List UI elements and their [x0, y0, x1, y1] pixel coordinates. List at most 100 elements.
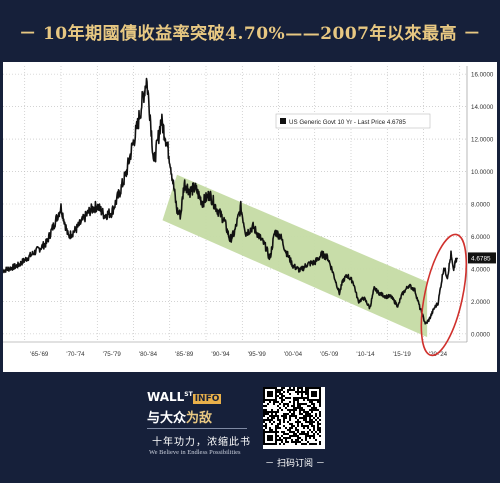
qr-module: [291, 425, 293, 427]
qr-module: [289, 427, 291, 429]
qr-module: [275, 427, 277, 429]
qr-module: [299, 421, 301, 423]
qr-module: [273, 421, 275, 423]
qr-module: [307, 431, 309, 433]
qr-module: [289, 393, 291, 395]
qr-module: [285, 417, 287, 419]
qr-module: [289, 397, 291, 399]
qr-module: [287, 397, 289, 399]
qr-module: [313, 409, 315, 411]
qr-module: [301, 423, 303, 425]
qr-module: [301, 439, 303, 441]
qr-module: [277, 439, 279, 441]
qr-module: [315, 415, 317, 417]
footer: WALLST INFO 与大众为敌 十年功力，浓缩此书 We Believe in…: [0, 372, 500, 483]
legend-box: [275, 113, 431, 129]
qr-module: [287, 429, 289, 431]
qr-module: [271, 423, 273, 425]
qr-module: [313, 417, 315, 419]
qr-module: [263, 405, 265, 407]
qr-module: [289, 401, 291, 403]
x-tick-label: '00-'04: [284, 351, 303, 358]
qr-module: [293, 399, 295, 401]
qr-module: [281, 409, 283, 411]
qr-module: [283, 391, 285, 393]
qr-module: [271, 429, 273, 431]
qr-module: [301, 417, 303, 419]
qr-module: [305, 417, 307, 419]
qr-module: [299, 411, 301, 413]
qr-module: [317, 409, 319, 411]
qr-module: [307, 413, 309, 415]
qr-module: [297, 397, 299, 399]
qr-module: [295, 391, 297, 393]
qr-module: [311, 419, 313, 421]
qr-module: [291, 405, 293, 407]
qr-module: [275, 413, 277, 415]
qr-module: [267, 413, 269, 415]
qr-module: [263, 419, 265, 421]
qr-module: [263, 429, 265, 431]
qr-module: [277, 415, 279, 417]
qr-module: [313, 437, 315, 439]
last-price-label: 4.6785: [471, 255, 491, 262]
qr-module: [301, 413, 303, 415]
qr-module: [287, 391, 289, 393]
qr-module: [281, 435, 283, 437]
qr-module: [279, 439, 281, 441]
qr-module: [271, 419, 273, 421]
footer-divider: [147, 428, 247, 429]
qr-module: [265, 419, 267, 421]
qr-module: [317, 427, 319, 429]
qr-module: [299, 387, 301, 389]
qr-module: [293, 409, 295, 411]
qr-module: [305, 397, 307, 399]
qr-module: [283, 395, 285, 397]
qr-module: [267, 403, 269, 405]
qr-module: [293, 425, 295, 427]
qr-module: [287, 405, 289, 407]
qr-module: [313, 429, 315, 431]
x-tick-label: '70-'74: [66, 351, 85, 358]
qr-module: [281, 439, 283, 441]
qr-module: [301, 389, 303, 391]
qr-module: [281, 431, 283, 433]
qr-module: [283, 415, 285, 417]
qr-module: [297, 391, 299, 393]
y-tick-label: 10.0000: [471, 169, 494, 176]
qr-module: [319, 435, 321, 437]
qr-module: [279, 437, 281, 439]
qr-module: [307, 441, 309, 443]
brand-info: INFO: [192, 394, 222, 404]
qr-module: [297, 399, 299, 401]
qr-module: [297, 403, 299, 405]
qr-module: [291, 427, 293, 429]
x-tick-label: '20-'24: [429, 351, 448, 358]
qr-module: [293, 407, 295, 409]
qr-module: [283, 405, 285, 407]
qr-module: [301, 391, 303, 393]
qr-module: [277, 431, 279, 433]
qr-module: [311, 423, 313, 425]
qr-module: [297, 439, 299, 441]
qr-module: [309, 417, 311, 419]
qr-module: [297, 405, 299, 407]
qr-module: [303, 419, 305, 421]
qr-module: [299, 405, 301, 407]
qr-module: [307, 415, 309, 417]
qr-module: [295, 421, 297, 423]
qr-module: [319, 431, 321, 433]
qr-code[interactable]: [263, 387, 325, 449]
qr-module: [297, 435, 299, 437]
qr-module: [289, 409, 291, 411]
qr-module: [267, 411, 269, 413]
qr-module: [295, 429, 297, 431]
qr-module: [311, 401, 313, 403]
qr-module: [319, 401, 321, 403]
qr-module: [313, 427, 315, 429]
qr-module: [291, 439, 293, 441]
qr-module: [265, 409, 267, 411]
qr-module: [289, 389, 291, 391]
chart-panel: 16.0000 14.0000 12.0000 10.0000 8.0000 6.0000…: [3, 62, 497, 372]
qr-module: [319, 443, 321, 445]
